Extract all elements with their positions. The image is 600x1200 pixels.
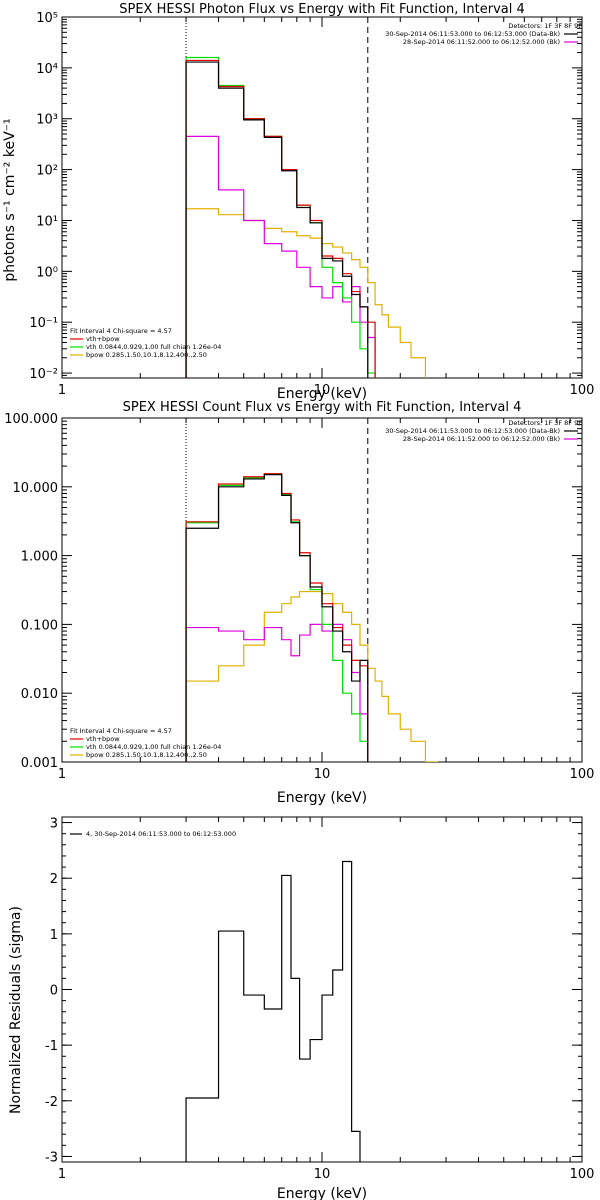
photon-panel-title: SPEX HESSI Photon Flux vs Energy with Fi… [119,2,525,17]
photon-ytick-label: 10¹ [36,214,58,229]
count-ytick-label: 0.001 [21,756,58,771]
photon-axes-box [61,16,583,379]
resid-ytick-label: -2 [45,1095,58,1110]
photon-fit-line-3: bpow 0.285,1.50,10.1,8.12,400.,2.50 [86,351,207,359]
count-series-background_trace [185,623,369,762]
resid-ytick-label: 2 [50,872,58,887]
count-series-fit_total [185,474,369,762]
count-ytick-label: 0.100 [21,618,58,633]
photon-ylabel: photons s⁻¹ cm⁻² keV⁻¹ [2,118,18,281]
count-panel-title: SPEX HESSI Count Flux vs Energy with Fit… [123,400,522,415]
count-ytick-label: 0.010 [21,687,58,702]
resid-xlabel: Energy (keV) [277,1186,367,1200]
resid-ytick-label: 3 [50,817,58,832]
photon-fit-header: Fit Interval 4 Chi-square = 4.57 [70,327,172,335]
count-legend-bk: 28-Sep-2014 06:11:52.000 to 06:12:52.000… [403,435,560,443]
count-xtick-label: 1 [58,767,66,782]
resid-xtick-label: 10 [314,1167,331,1182]
photon-legend-bk: 28-Sep-2014 06:11:52.000 to 06:12:52.000… [403,38,560,46]
resid-ylabel-text: Normalized Residuals (sigma) [8,906,24,1114]
count-legend-data-bk: 30-Sep-2014 06:11:53.000 to 06:12:53.000… [385,427,560,435]
count-detectors-label: Detectors: 1F 3F 8F 9F [508,419,582,427]
count-xlabel: Energy (keV) [277,790,367,806]
count-series-group [185,473,439,762]
count-xtick-label: 10 [314,767,331,782]
photon-ytick-label: 10⁻² [29,367,58,382]
photon-series-data [185,59,376,378]
photon-series-bpow [185,208,427,378]
resid-legend-label: 4, 30-Sep-2014 06:11:53.000 to 06:12:53.… [86,830,236,838]
photon-ytick-label: 10⁴ [36,62,58,77]
resid-ytick-label: -3 [45,1150,58,1165]
count-series-data [185,473,369,762]
photon-ylabel-text: photons s⁻¹ cm⁻² keV⁻¹ [2,118,18,281]
count-ytick-label: 100.000 [4,412,58,427]
resid-xtick-label: 100 [570,1167,595,1182]
photon-fit-line-2: vth 0.0844,0.929,1.00 full chian 1.26e-0… [86,343,221,351]
photon-xtick-label: 1 [58,383,66,398]
count-series-bpow [185,590,439,762]
count-xtick-label: 100 [570,767,595,782]
photon-series-vth [185,56,376,378]
count-ytick-label: 1.000 [21,550,58,565]
photon-ytick-label: 10³ [36,113,58,128]
count-fit-line-2: vth 0.0844,0.929,1.00 full chian 1.26e-0… [86,743,221,751]
photon-fit-line-1: vth+bpow [86,335,120,343]
resid-ytick-label: 1 [50,928,58,943]
photon-detectors-label: Detectors: 1F 3F 8F 9F [508,22,582,30]
photon-ytick-label: 10⁵ [36,11,58,26]
resid-axes-box [61,816,583,1163]
residuals-panel: Normalized Residuals (sigma) Energy (keV… [8,816,595,1200]
resid-xtick-label: 1 [58,1167,66,1182]
resid-ytick-label: -1 [45,1039,58,1054]
photon-series-group [185,56,427,378]
photon-xlabel: Energy (keV) [277,386,367,402]
count-fit-line-1: vth+bpow [86,735,120,743]
photon-ytick-label: 10⁰ [36,265,58,280]
photon-ytick-label: 10⁻¹ [29,316,58,331]
count-fit-line-3: bpow 0.285,1.50,10.1,8.12,400.,2.50 [86,751,207,759]
photon-xtick-label: 10 [314,383,331,398]
photon-legend-data-bk: 30-Sep-2014 06:11:53.000 to 06:12:53.000… [385,30,560,38]
resid-series-group [185,860,361,1162]
photon-series-fit_total [185,61,369,378]
count-series-vth [185,473,369,762]
photon-series-background_trace [185,135,376,378]
resid-series-fit_total [185,860,361,1162]
resid-ylabel: Normalized Residuals (sigma) [8,906,24,1114]
count-flux-panel: SPEX HESSI Count Flux vs Energy with Fit… [4,400,594,806]
count-ytick-label: 10.000 [13,481,59,496]
resid-ytick-label: 0 [50,984,58,999]
photon-flux-panel: SPEX HESSI Photon Flux vs Energy with Fi… [2,2,594,402]
photon-xtick-label: 100 [570,383,595,398]
count-fit-header: Fit Interval 4 Chi-square = 4.57 [70,727,172,735]
photon-ytick-label: 10² [36,164,58,179]
